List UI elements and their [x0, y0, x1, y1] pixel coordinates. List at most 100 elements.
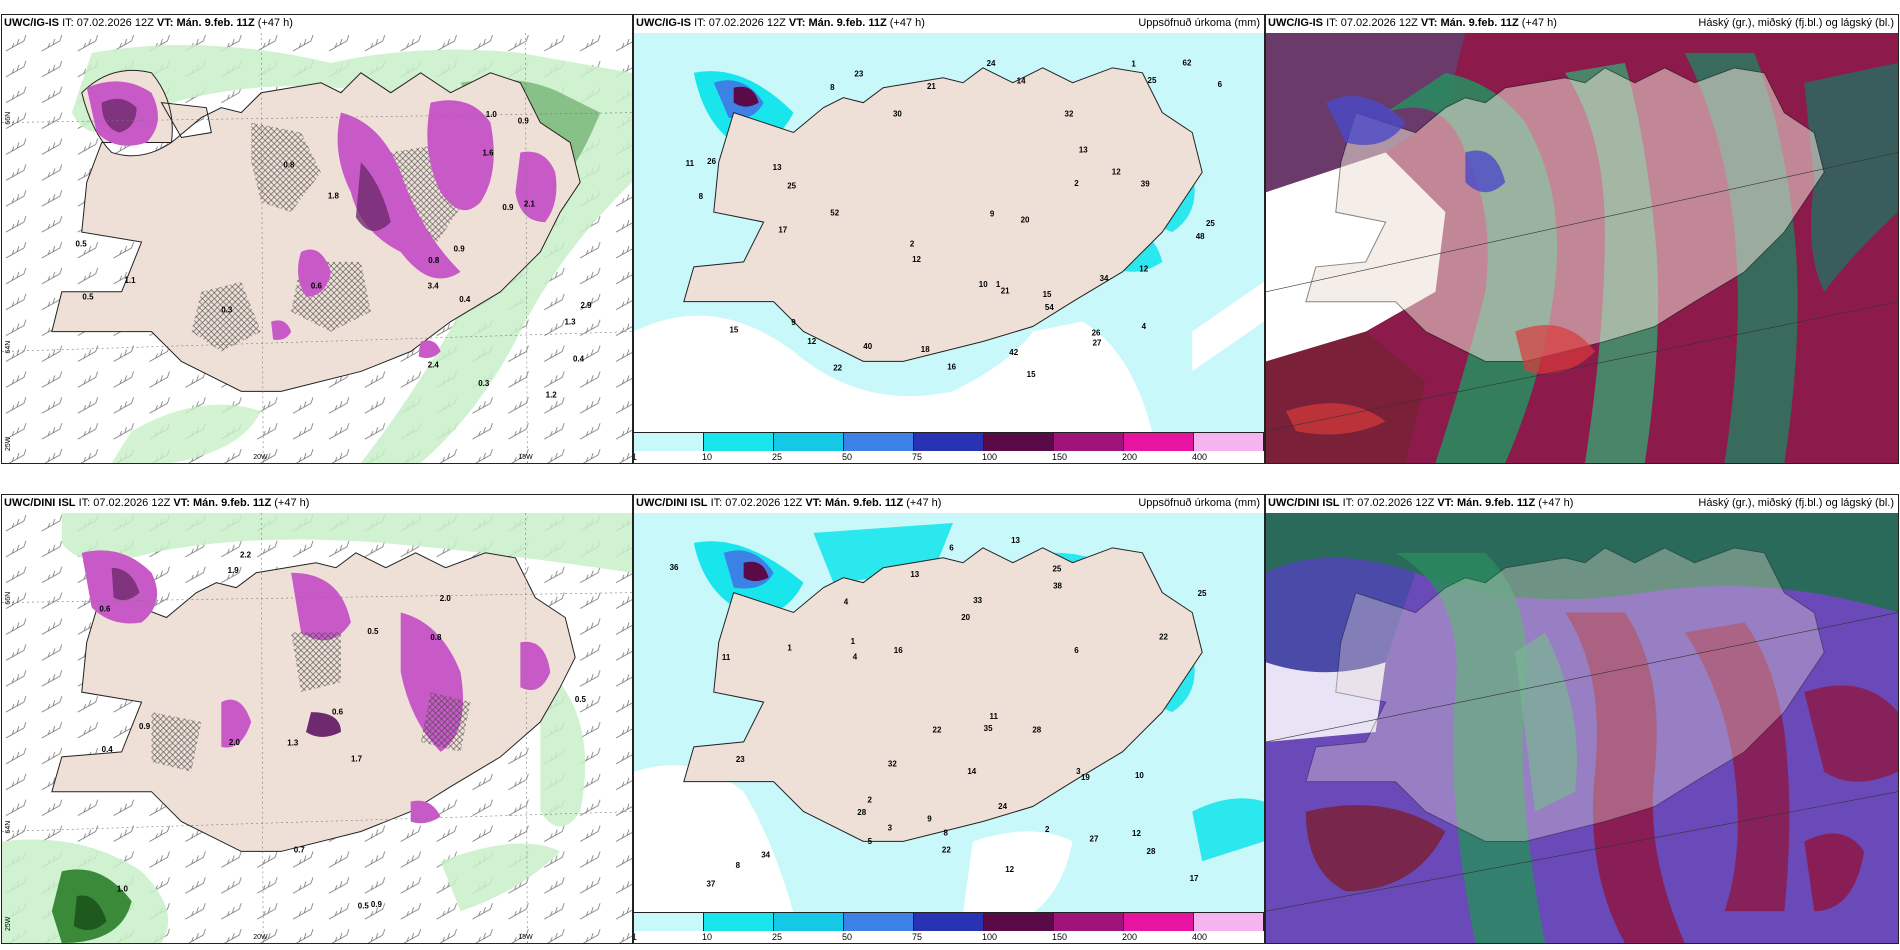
map-value-label: 5	[868, 837, 873, 846]
map-value-label: 23	[736, 755, 745, 764]
map-value-label: 2.0	[229, 738, 241, 747]
map-value-label: 30	[893, 110, 902, 119]
map-value-label: 20	[961, 613, 970, 622]
map-value-label: 1	[787, 644, 792, 653]
map-value-label: 48	[1196, 232, 1205, 241]
map-value-label: 54	[1045, 303, 1054, 312]
map-value-label: 34	[1100, 274, 1109, 283]
cloud-map	[1266, 33, 1898, 463]
lat-label-66: 66N	[5, 112, 12, 125]
map-value-label: 38	[1053, 581, 1062, 590]
colorbar-swatch	[774, 433, 844, 451]
map-value-label: 4	[853, 652, 858, 661]
colorbar-label: 50	[842, 452, 853, 462]
map-value-label: 2.9	[580, 301, 592, 310]
map-value-label: 0.7	[294, 846, 306, 855]
lat-label-64: 64N	[5, 341, 12, 354]
map-value-label: 1.0	[117, 885, 129, 894]
panel-title: UWC/IG-IS IT: 07.02.2026 12Z VT: Mán. 9.…	[636, 17, 925, 29]
lon-label-15w: 15W	[518, 454, 533, 461]
map-value-label: 12	[912, 255, 921, 264]
map-value-label: 17	[1190, 874, 1199, 883]
precip-colorbar: 1 10 25 50 75 100 150 200 400	[634, 432, 1264, 463]
colorbar-label: 400	[1191, 452, 1208, 462]
lat-label-66: 66N	[5, 592, 12, 605]
colorbar-swatch	[844, 433, 914, 451]
map-value-label: 0.6	[332, 707, 344, 716]
map-value-label: 25	[1052, 564, 1061, 573]
map-value-label: 9	[927, 814, 932, 823]
map-value-label: 1.0	[486, 110, 498, 119]
colorbar-swatch	[704, 433, 774, 451]
map-value-label: 27	[1090, 835, 1099, 844]
colorbar-label: 200	[1122, 452, 1138, 462]
map-value-label: 12	[1112, 167, 1121, 176]
map-value-label: 2	[1074, 179, 1079, 188]
colorbar-label: 10	[701, 932, 712, 942]
map-value-label: 1.8	[328, 191, 340, 200]
map-value-label: 6	[949, 544, 954, 553]
map-value-label: 15	[729, 326, 738, 335]
map-value-label: 21	[927, 82, 936, 91]
colorbar-swatch	[1194, 913, 1264, 931]
map-value-label: 4	[1142, 322, 1147, 331]
map-value-label: 26	[1092, 328, 1101, 337]
map-value-label: 0.4	[102, 745, 114, 754]
map-value-label: 2	[868, 795, 873, 804]
map-value-label: 35	[984, 724, 993, 733]
colorbar-label: 25	[771, 452, 782, 462]
colorbar-label: 200	[1122, 932, 1138, 942]
map-value-label: 0.6	[99, 605, 111, 614]
map-value-label: 8	[830, 83, 835, 92]
colorbar-label: 1	[634, 932, 637, 942]
colorbar-label: 1	[634, 452, 637, 462]
colorbar-label: 100	[982, 932, 998, 942]
map-value-label: 11	[989, 712, 998, 721]
precip-map-panel-2: UWC/DINI ISL IT: 07.02.2026 12Z VT: Mán.…	[633, 494, 1265, 944]
map-value-label: 0.8	[283, 160, 295, 169]
map-value-label: 6	[1218, 80, 1223, 89]
map-value-label: 2	[910, 240, 915, 249]
map-value-label: 13	[1079, 146, 1088, 155]
map-value-label: 28	[1147, 847, 1156, 856]
map-value-label: 0.5	[367, 627, 379, 636]
map-value-label: 23	[854, 69, 863, 78]
colorbar-swatch	[984, 913, 1054, 931]
colorbar-swatch	[634, 913, 704, 931]
snow-wind-map: 66N 64N 25W 20W 15W 3.4 2.9 0.9 1.3 2.4 1.6 2.…	[2, 33, 632, 463]
map-value-label: 22	[942, 846, 951, 855]
lon-label-20w: 20W	[253, 934, 268, 941]
map-value-label: 2.2	[240, 550, 252, 559]
map-value-label: 3.4	[428, 282, 440, 291]
map-value-label: 9	[990, 209, 995, 218]
map-value-label: 0.3	[478, 379, 490, 388]
lon-label-25w: 25W	[5, 916, 12, 931]
cloud-title: Háský (gr.), miðský (fj.bl.) og lágský (…	[1698, 497, 1894, 509]
map-value-label: 3	[888, 824, 893, 833]
precip-amount-labels: 8101114131312252728174362132322253634222…	[670, 536, 1207, 888]
colorbar-swatch	[704, 913, 774, 931]
map-value-label: 1.9	[228, 566, 240, 575]
map-value-label: 62	[1183, 58, 1192, 67]
precip-map: 8 10 11 14 13 13 12 25 27 28 17 4 3 6 2 1 3 23 22 25 36 34 22 2…	[634, 513, 1264, 913]
map-value-label: 16	[947, 362, 956, 371]
map-value-label: 36	[670, 563, 679, 572]
map-value-label: 24	[987, 59, 996, 68]
map-value-label: 12	[807, 337, 816, 346]
map-value-label: 27	[1093, 338, 1102, 347]
map-value-label: 0.4	[573, 354, 585, 363]
colorbar-swatch	[774, 913, 844, 931]
map-value-label: 1.3	[287, 738, 299, 747]
lon-label-15w: 15W	[518, 934, 533, 941]
colorbar-swatch	[1124, 433, 1194, 451]
colorbar-label: 50	[842, 932, 853, 942]
map-value-label: 1.6	[482, 149, 494, 158]
map-value-label: 0.9	[371, 900, 383, 909]
colorbar-label: 150	[1052, 452, 1068, 462]
map-value-label: 26	[707, 157, 716, 166]
cloud-title: Háský (gr.), miðský (fj.bl.) og lágský (…	[1698, 17, 1894, 29]
colorbar-swatch	[844, 913, 914, 931]
colorbar-label: 75	[911, 452, 922, 462]
precip-map-panel-1: UWC/IG-IS IT: 07.02.2026 12Z VT: Mán. 9.…	[633, 14, 1265, 464]
colorbar-swatch	[1054, 433, 1124, 451]
